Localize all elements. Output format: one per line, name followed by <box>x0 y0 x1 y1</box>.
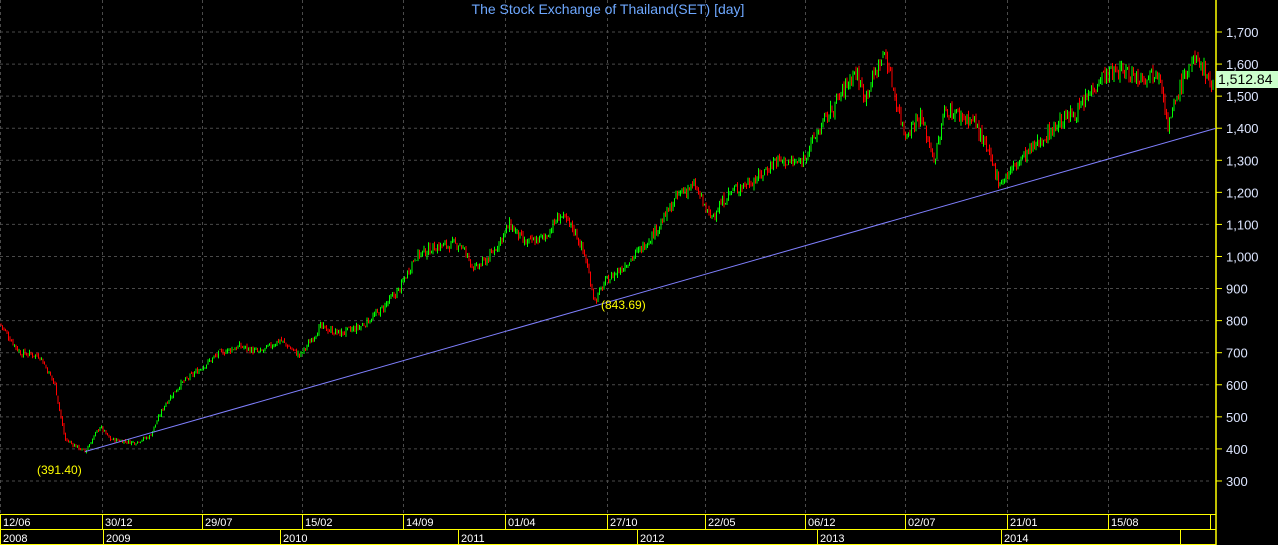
date-tick-label: 22/05 <box>708 517 736 529</box>
date-tick-label: 06/12 <box>808 517 836 529</box>
date-tick-label: 12/06 <box>3 517 31 529</box>
year-axis-row <box>0 529 1217 545</box>
y-tick-label: 1,400 <box>1226 121 1259 136</box>
y-tick-label: 300 <box>1226 474 1248 489</box>
date-tick-label: 27/10 <box>610 517 638 529</box>
y-tick-label: 500 <box>1226 410 1248 425</box>
last-value-badge: 1,512.84 <box>1216 71 1278 88</box>
trendline <box>84 127 1217 453</box>
year-label: 2009 <box>106 533 130 545</box>
date-tick-label: 15/02 <box>305 517 333 529</box>
low-annotation-2008: (391.40) <box>37 463 82 477</box>
date-tick-label: 14/09 <box>406 517 434 529</box>
y-tick-label: 900 <box>1226 282 1248 297</box>
y-tick-label: 1,500 <box>1226 89 1259 104</box>
y-tick-label: 800 <box>1226 314 1248 329</box>
y-tick-label: 1,100 <box>1226 217 1259 232</box>
chart-title: The Stock Exchange of Thailand(SET) [day… <box>471 1 745 17</box>
date-tick-label: 02/07 <box>908 517 936 529</box>
y-tick-label: 1,700 <box>1226 25 1259 40</box>
y-tick-label: 1,300 <box>1226 153 1259 168</box>
date-tick-label: 30/12 <box>105 517 133 529</box>
y-tick-label: 1,000 <box>1226 249 1259 264</box>
low-annotation-2011: (843.69) <box>601 298 646 312</box>
y-tick-label: 400 <box>1226 442 1248 457</box>
year-label: 2008 <box>3 533 27 545</box>
y-tick-label: 1,600 <box>1226 57 1259 72</box>
year-label: 2012 <box>640 533 664 545</box>
year-label: 2013 <box>820 533 844 545</box>
date-tick-label: 29/07 <box>205 517 233 529</box>
year-label: 2014 <box>1004 533 1028 545</box>
y-tick-label: 600 <box>1226 378 1248 393</box>
date-tick-label: 01/04 <box>508 517 536 529</box>
date-tick-label: 21/01 <box>1010 517 1038 529</box>
year-label: 2011 <box>461 533 485 545</box>
y-tick-label: 1,200 <box>1226 185 1259 200</box>
year-label: 2010 <box>283 533 307 545</box>
date-tick-label: 15/08 <box>1111 517 1139 529</box>
y-tick-label: 700 <box>1226 346 1248 361</box>
